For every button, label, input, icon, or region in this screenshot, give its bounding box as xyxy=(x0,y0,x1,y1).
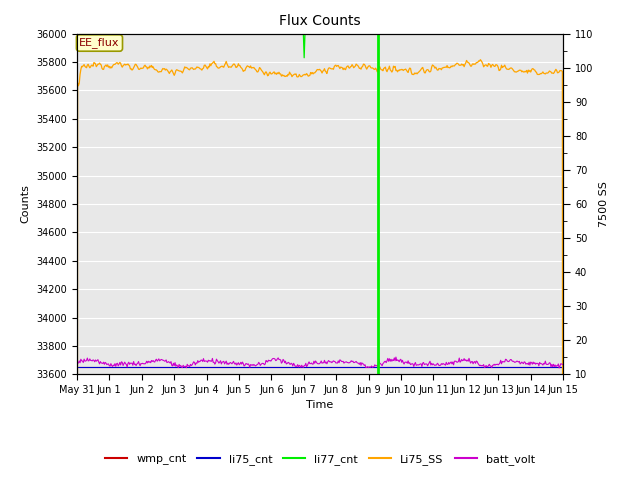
Legend: wmp_cnt, li75_cnt, li77_cnt, Li75_SS, batt_volt: wmp_cnt, li75_cnt, li77_cnt, Li75_SS, ba… xyxy=(100,450,540,469)
Y-axis label: 7500 SS: 7500 SS xyxy=(599,181,609,227)
X-axis label: Time: Time xyxy=(307,400,333,410)
Title: Flux Counts: Flux Counts xyxy=(279,14,361,28)
Y-axis label: Counts: Counts xyxy=(20,185,31,223)
Text: EE_flux: EE_flux xyxy=(79,37,120,48)
